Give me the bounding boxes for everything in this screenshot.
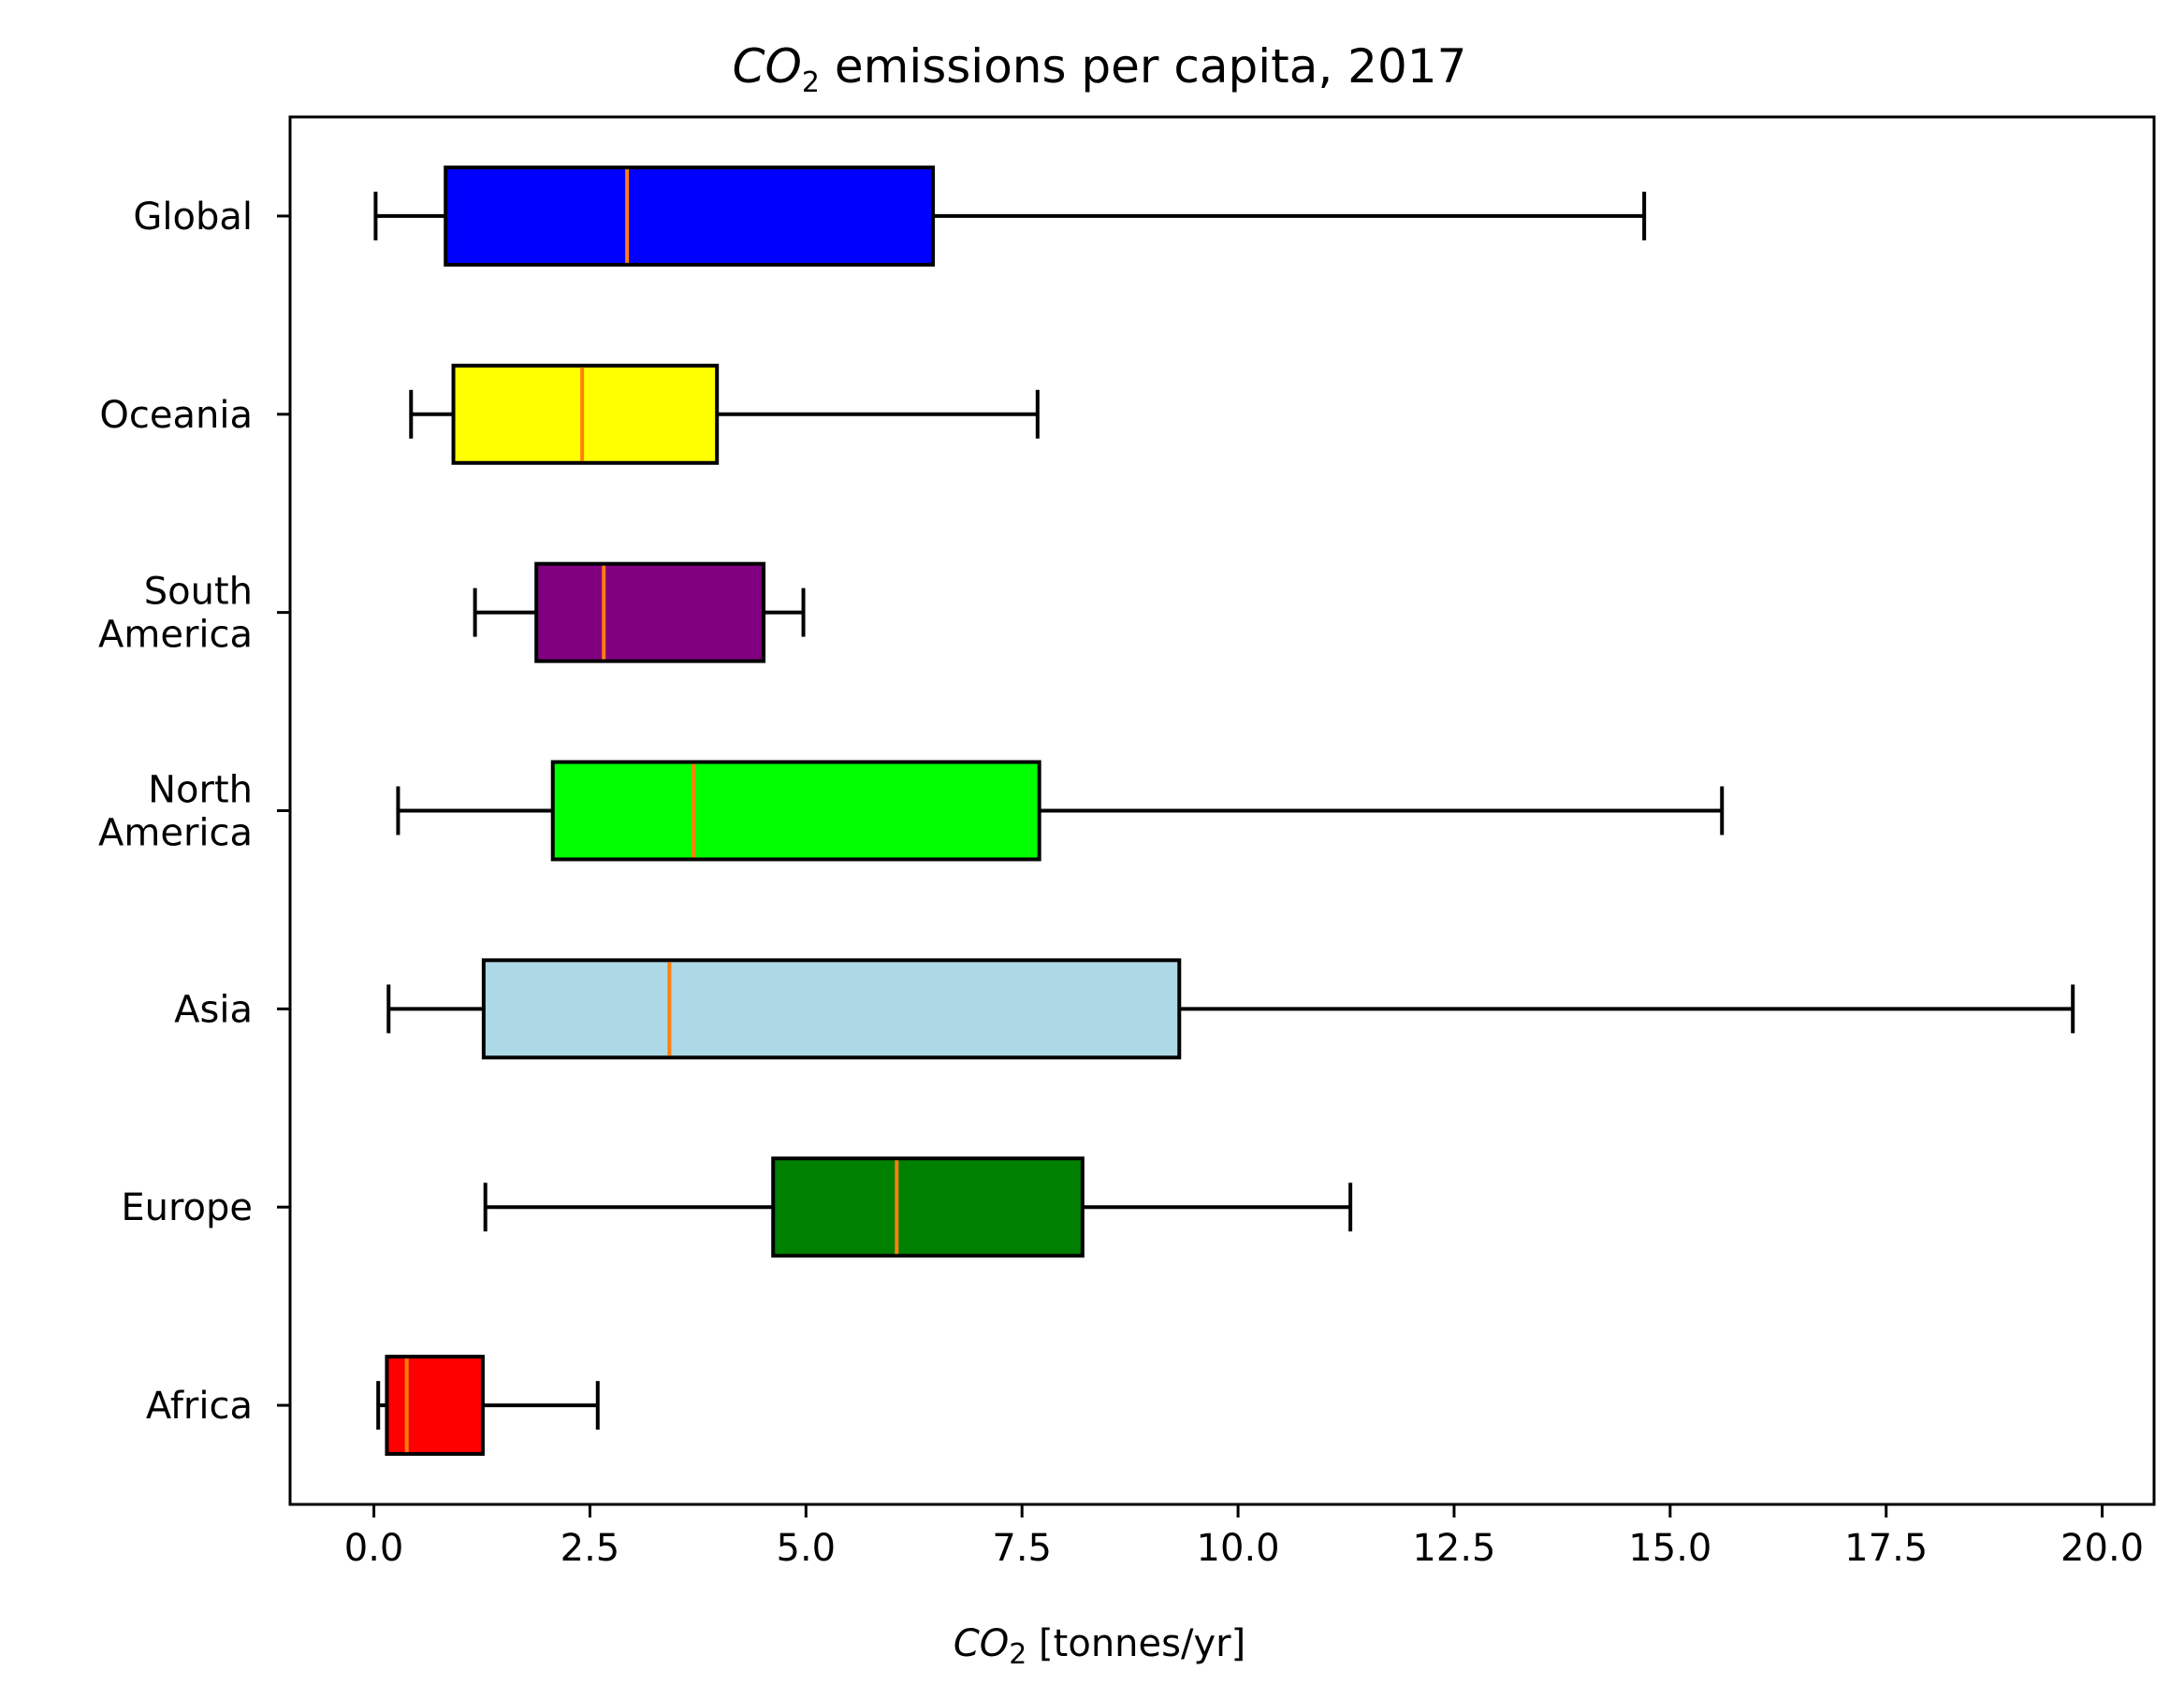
x-axis-label: CO2 [tonnes/yr]	[954, 1622, 1245, 1671]
box-group	[483, 1156, 1353, 1258]
y-tick-label: Oceania	[99, 394, 253, 437]
box-iqr	[451, 363, 720, 465]
box-group	[473, 561, 806, 663]
x-tick-label: 15.0	[1628, 1527, 1711, 1570]
x-tick-label: 0.0	[344, 1527, 404, 1570]
x-tick-label: 7.5	[992, 1527, 1052, 1570]
x-tick-label: 5.0	[777, 1527, 837, 1570]
y-tick-label: Africa	[146, 1385, 253, 1428]
box-group	[376, 1355, 600, 1457]
x-tick-label: 12.5	[1412, 1527, 1495, 1570]
y-tick-label: Europe	[121, 1186, 253, 1229]
y-tick-label: South America	[98, 571, 253, 657]
box-group	[373, 165, 1647, 267]
box-group	[409, 363, 1040, 465]
chart-title: CO2 emissions per capita, 2017	[733, 39, 1467, 99]
box-group	[396, 760, 1725, 862]
x-tick-label: 2.5	[561, 1527, 620, 1570]
box-iqr	[534, 561, 766, 663]
box-iqr	[385, 1355, 485, 1457]
box-iqr	[481, 958, 1182, 1060]
x-tick-label: 10.0	[1197, 1527, 1280, 1570]
y-tick-label: Asia	[174, 988, 253, 1031]
box-iqr	[550, 760, 1041, 862]
y-tick-label: Global	[133, 196, 253, 239]
x-tick-label: 17.5	[1844, 1527, 1928, 1570]
box-iqr	[771, 1156, 1085, 1258]
box-iqr	[444, 165, 936, 267]
box-group	[386, 958, 2075, 1060]
plot-area: 0.0 2.5 5.0 7.5 10.0 12.5 15.0 17.5 20.0 Global Oc…	[98, 115, 2156, 1570]
y-tick-label: North America	[98, 769, 253, 855]
x-tick-label: 20.0	[2060, 1527, 2144, 1570]
